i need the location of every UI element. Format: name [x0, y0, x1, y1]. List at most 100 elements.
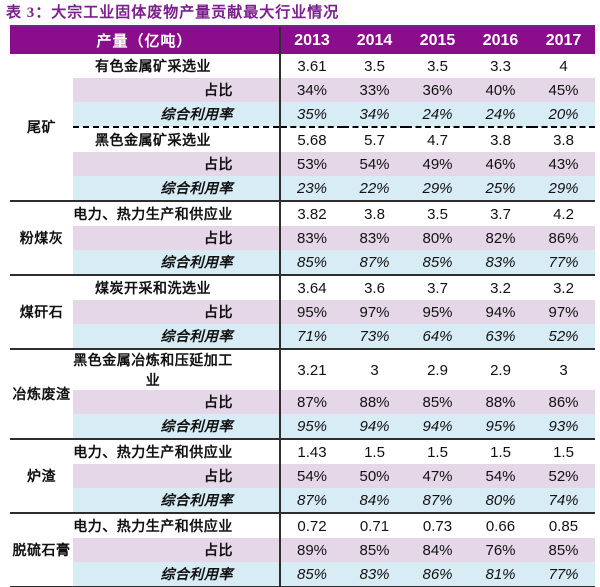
- value-cell: 46%: [469, 152, 533, 176]
- value-cell: 4.7: [406, 126, 470, 152]
- value-cell: 83%: [343, 226, 407, 250]
- waste-type-label: 炉渣: [10, 438, 73, 513]
- share-row: 占比 34% 33% 36% 40% 45%: [10, 78, 596, 102]
- value-cell: 76%: [469, 538, 533, 562]
- value-cell: 0.66: [469, 512, 533, 538]
- value-cell: 34%: [343, 102, 407, 127]
- value-cell: 24%: [406, 102, 470, 127]
- value-cell: 29%: [532, 176, 596, 201]
- header-year-2015: 2015: [406, 27, 470, 54]
- value-cell: 97%: [532, 300, 596, 324]
- value-cell: 1.5: [532, 438, 596, 464]
- value-cell: 63%: [469, 324, 533, 349]
- share-row-label: 占比: [73, 538, 281, 562]
- value-cell: 94%: [343, 414, 407, 439]
- value-cell: 97%: [343, 300, 407, 324]
- header-output-unit-label: 产量（亿吨）: [10, 27, 281, 54]
- utilization-row: 综合利用率 71% 73% 64% 63% 52%: [10, 324, 596, 349]
- industry-name: 黑色金属冶炼和压延加工业: [73, 348, 281, 390]
- industry-name: 有色金属矿采选业: [95, 60, 211, 75]
- industry-name: 黑色金属矿采选业: [73, 126, 281, 152]
- utilization-row-label: 综合利用率: [73, 488, 281, 513]
- industry-name: 电力、热力生产和供应业: [73, 512, 281, 538]
- value-cell: 86%: [532, 390, 596, 414]
- share-row: 占比 89% 85% 84% 76% 85%: [10, 538, 596, 562]
- waste-type-label: 脱硫石膏: [10, 512, 73, 587]
- share-row-label: 占比: [73, 78, 281, 102]
- value-cell: 0.72: [279, 512, 344, 538]
- value-cell: 86%: [406, 562, 470, 587]
- value-cell: 74%: [532, 488, 596, 513]
- value-cell: 43%: [532, 152, 596, 176]
- value-cell: 49%: [406, 152, 470, 176]
- value-cell: 3.2: [469, 274, 533, 300]
- industry-output-row: 煤矸石 煤炭开采和洗选业 3.64 3.6 3.7 3.2 3.2: [10, 274, 596, 349]
- value-cell: 3.2: [532, 274, 596, 300]
- value-cell: 95%: [406, 300, 470, 324]
- value-cell: 29%: [406, 176, 470, 201]
- value-cell: 85%: [279, 250, 344, 275]
- value-cell: 88%: [343, 390, 407, 414]
- value-cell: 4.2: [532, 200, 596, 226]
- value-cell: 1.5: [343, 438, 407, 464]
- value-cell: 71%: [279, 324, 344, 349]
- value-cell: 5.7: [343, 126, 407, 152]
- value-cell: 3: [343, 348, 407, 390]
- value-cell: 35%: [279, 102, 344, 127]
- value-cell: 86%: [532, 226, 596, 250]
- value-cell: 3.8: [469, 126, 533, 152]
- value-cell: 95%: [469, 414, 533, 439]
- value-cell: 87%: [406, 488, 470, 513]
- value-cell: 84%: [406, 538, 470, 562]
- header-year-2013: 2013: [279, 27, 344, 54]
- header-year-2016: 2016: [469, 27, 533, 54]
- value-cell: 87%: [279, 488, 344, 513]
- utilization-row-label: 综合利用率: [73, 562, 281, 587]
- value-cell: 3.7: [469, 200, 533, 226]
- share-row: 占比 53% 54% 49% 46% 43%: [10, 152, 596, 176]
- value-cell: 80%: [469, 488, 533, 513]
- industry-output-row: 黑色金属矿采选业 5.68 5.7 4.7 3.8 3.8: [10, 126, 596, 152]
- value-cell: 50%: [343, 464, 407, 488]
- value-cell: 83%: [343, 562, 407, 587]
- header-year-2014: 2014: [343, 27, 407, 54]
- waste-type-label: 煤矸石: [10, 274, 73, 349]
- utilization-row: 综合利用率 95% 94% 94% 95% 93%: [10, 414, 596, 439]
- value-cell: 0.73: [406, 512, 470, 538]
- utilization-row-label: 综合利用率: [73, 324, 281, 349]
- waste-output-table: 产量（亿吨） 2013 2014 2015 2016 2017 尾矿 有色金属矿采…: [10, 27, 596, 587]
- value-cell: 4: [559, 57, 568, 75]
- value-cell: 0.85: [532, 512, 596, 538]
- value-cell: 73%: [343, 324, 407, 349]
- industry-output-row: 脱硫石膏 电力、热力生产和供应业 0.72 0.71 0.73 0.66 0.85: [10, 512, 596, 587]
- value-cell: 82%: [469, 226, 533, 250]
- value-cell: 3.61: [279, 54, 344, 78]
- value-cell: 33%: [343, 78, 407, 102]
- value-cell: 87%: [279, 390, 344, 414]
- value-cell: 5.68: [279, 126, 344, 152]
- value-cell: 40%: [469, 78, 533, 102]
- title-divider: [10, 25, 595, 27]
- utilization-row-label: 综合利用率: [73, 102, 281, 127]
- table-title: 表 3：大宗工业固体废物产量贡献最大行业情况: [6, 5, 340, 21]
- value-cell: 85%: [406, 390, 470, 414]
- value-cell: 25%: [469, 176, 533, 201]
- share-row: 占比 87% 88% 85% 88% 86%: [10, 390, 596, 414]
- value-cell: 3.3: [490, 57, 511, 75]
- waste-type-label: 尾矿: [10, 54, 73, 201]
- value-cell: 45%: [532, 78, 596, 102]
- value-cell: 85%: [343, 538, 407, 562]
- value-cell: 52%: [532, 464, 596, 488]
- value-cell: 47%: [406, 464, 470, 488]
- value-cell: 94%: [469, 300, 533, 324]
- value-cell: 1.5: [469, 438, 533, 464]
- industry-output-row: 尾矿 有色金属矿采选业 3.61 3.5 3.5 3.3 4: [10, 54, 595, 201]
- value-cell: 3.8: [343, 200, 407, 226]
- table-header: 产量（亿吨） 2013 2014 2015 2016 2017: [10, 27, 596, 54]
- utilization-row-label: 综合利用率: [73, 414, 281, 439]
- industry-output-row: 炉渣 电力、热力生产和供应业 1.43 1.5 1.5 1.5 1.5: [10, 438, 596, 513]
- value-cell: 95%: [279, 300, 344, 324]
- value-cell: 23%: [279, 176, 344, 201]
- value-cell: 83%: [469, 250, 533, 275]
- share-row: 占比 95% 97% 95% 94% 97%: [10, 300, 596, 324]
